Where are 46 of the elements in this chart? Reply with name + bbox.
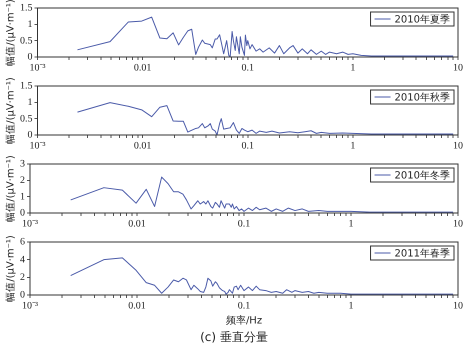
x-tick-label: 10⁻³ bbox=[30, 140, 46, 152]
text: (c) 垂直分量 bbox=[199, 330, 269, 344]
y-tick-label: 0.5 bbox=[20, 35, 32, 46]
y-tick-label: 0.5 bbox=[20, 113, 32, 124]
x-tick-label: 0.1 bbox=[242, 62, 254, 74]
x-tick-label: 0.1 bbox=[238, 300, 250, 312]
x-tick-label: 0.01 bbox=[134, 140, 152, 152]
x-tick-label: 1 bbox=[350, 140, 356, 152]
legend-label: 2010年秋季 bbox=[394, 92, 450, 104]
legend-label: 2011年春季 bbox=[394, 248, 450, 260]
x-tick-label: 0.01 bbox=[134, 62, 152, 74]
y-axis-title: 幅值/(μV·m⁻¹) bbox=[4, 77, 17, 144]
x-tick-label: 0.01 bbox=[128, 218, 146, 230]
y-tick-label: 2 bbox=[20, 272, 25, 283]
x-tick-label: 10 bbox=[453, 300, 463, 312]
x-tick-label: 10⁻³ bbox=[22, 300, 38, 312]
y-tick-label: 0 bbox=[28, 130, 32, 141]
x-axis-title: 频率/Hz bbox=[226, 314, 262, 327]
x-tick-label: 0.1 bbox=[242, 140, 254, 152]
x-tick-label: 10⁻³ bbox=[22, 218, 38, 230]
y-tick-label: 0 bbox=[28, 52, 32, 63]
y-tick-label: 1.5 bbox=[20, 80, 32, 92]
x-tick-label: 10⁻³ bbox=[30, 62, 46, 74]
y-tick-label: 1.5 bbox=[20, 2, 32, 14]
y-tick-label: 2 bbox=[20, 174, 25, 186]
x-tick-label: 10 bbox=[453, 218, 463, 230]
y-tick-label: 0 bbox=[20, 290, 25, 301]
legend-label: 2010年冬季 bbox=[394, 170, 450, 182]
y-axis-title: 幅值/(μV·m⁻¹) bbox=[4, 235, 17, 302]
y-axis-title: 幅值/(μV·m⁻¹) bbox=[4, 0, 17, 66]
y-tick-label: 1 bbox=[28, 18, 32, 30]
y-tick-label: 6 bbox=[20, 236, 25, 248]
y-tick-label: 0 bbox=[20, 208, 25, 219]
y-tick-label: 3 bbox=[20, 158, 25, 170]
x-tick-label: 10 bbox=[453, 140, 463, 152]
x-tick-label: 0.1 bbox=[238, 218, 250, 230]
x-tick-label: 10 bbox=[453, 62, 463, 74]
legend-label: 2010年夏季 bbox=[394, 14, 450, 26]
x-tick-label: 1 bbox=[350, 62, 356, 74]
x-tick-label: 1 bbox=[348, 218, 354, 230]
y-tick-label: 4 bbox=[20, 254, 25, 266]
x-tick-label: 1 bbox=[348, 300, 354, 312]
x-tick-label: 0.01 bbox=[128, 300, 146, 312]
y-axis-title: 幅值/(μV·m⁻¹) bbox=[4, 155, 17, 222]
y-tick-label: 1 bbox=[28, 96, 32, 108]
y-tick-label: 1 bbox=[20, 191, 25, 202]
